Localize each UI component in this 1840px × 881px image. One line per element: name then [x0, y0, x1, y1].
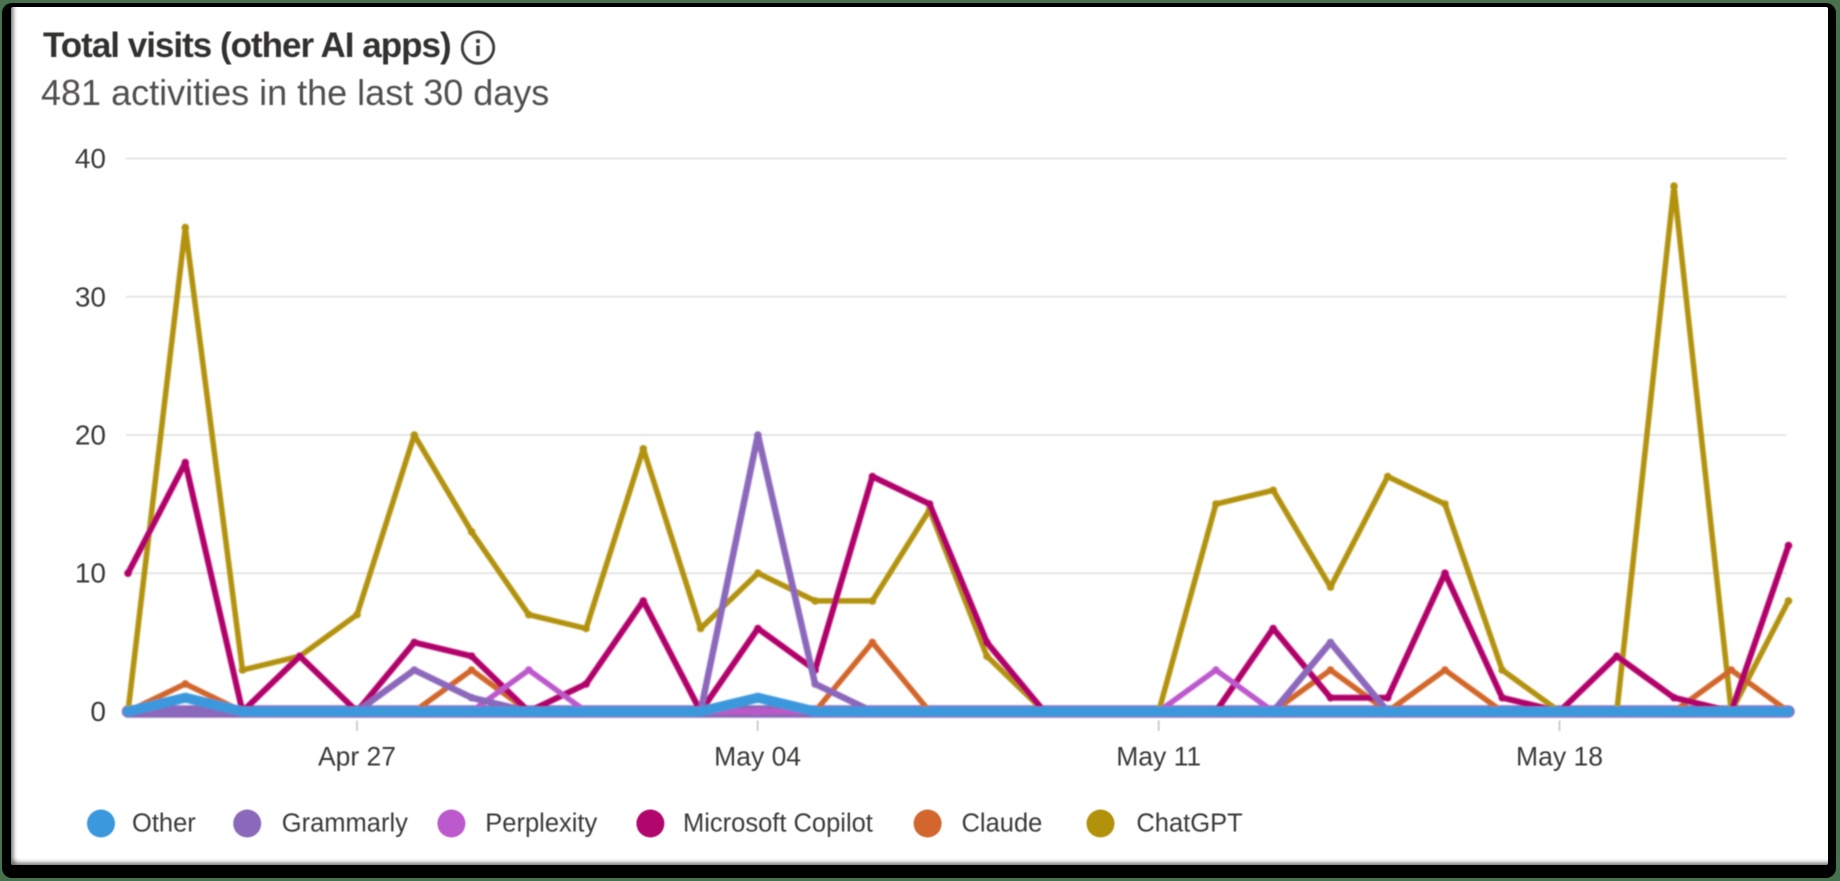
- svg-text:ChatGPT: ChatGPT: [1136, 810, 1242, 838]
- svg-text:May 11: May 11: [1116, 742, 1201, 772]
- svg-text:Grammarly: Grammarly: [282, 810, 408, 838]
- svg-text:May 04: May 04: [714, 742, 801, 772]
- svg-text:May 18: May 18: [1516, 742, 1603, 772]
- svg-text:10: 10: [75, 558, 106, 589]
- svg-text:Apr 27: Apr 27: [318, 742, 396, 772]
- svg-text:0: 0: [90, 696, 106, 727]
- svg-text:20: 20: [75, 420, 106, 451]
- svg-text:40: 40: [75, 143, 106, 174]
- svg-text:Microsoft Copilot: Microsoft Copilot: [683, 810, 873, 838]
- svg-text:30: 30: [75, 281, 106, 312]
- svg-text:Claude: Claude: [962, 810, 1043, 838]
- svg-text:Other: Other: [132, 810, 196, 838]
- svg-text:Perplexity: Perplexity: [485, 810, 597, 838]
